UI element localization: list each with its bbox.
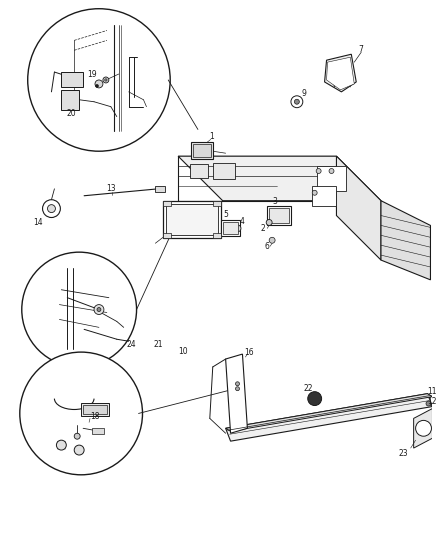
Text: 24: 24 — [127, 340, 136, 349]
Text: 1: 1 — [209, 132, 214, 141]
Text: 10: 10 — [178, 346, 188, 356]
Polygon shape — [178, 156, 336, 201]
Circle shape — [28, 9, 170, 151]
Bar — [61, 72, 83, 87]
Bar — [163, 201, 171, 206]
Circle shape — [42, 200, 60, 217]
Polygon shape — [225, 354, 247, 433]
Text: 16: 16 — [245, 348, 254, 357]
Bar — [61, 90, 79, 110]
Circle shape — [48, 205, 55, 213]
Text: 14: 14 — [33, 218, 42, 227]
Bar — [193, 144, 211, 157]
Circle shape — [426, 401, 431, 406]
Circle shape — [95, 80, 103, 88]
Circle shape — [22, 252, 136, 367]
Circle shape — [266, 220, 272, 225]
Text: 23: 23 — [399, 449, 409, 457]
Bar — [83, 405, 107, 415]
Bar — [213, 233, 221, 238]
Bar — [221, 221, 240, 236]
Bar — [213, 163, 235, 179]
Text: 12: 12 — [427, 397, 437, 406]
Text: 13: 13 — [106, 184, 116, 193]
Bar — [312, 186, 336, 206]
Circle shape — [416, 421, 431, 436]
Circle shape — [97, 308, 101, 311]
Bar — [163, 233, 171, 238]
Circle shape — [74, 433, 80, 439]
Circle shape — [20, 352, 142, 475]
Circle shape — [103, 77, 109, 83]
Circle shape — [56, 440, 66, 450]
Polygon shape — [381, 201, 430, 280]
Circle shape — [291, 96, 303, 108]
Polygon shape — [336, 156, 381, 260]
Circle shape — [74, 445, 84, 455]
Text: 20: 20 — [66, 109, 76, 118]
Bar — [317, 166, 347, 191]
Text: 3: 3 — [273, 197, 277, 206]
Bar — [190, 164, 208, 178]
Circle shape — [312, 190, 317, 195]
Text: 7: 7 — [359, 45, 364, 54]
Polygon shape — [326, 57, 354, 90]
Polygon shape — [325, 54, 356, 92]
Polygon shape — [225, 394, 433, 441]
Circle shape — [308, 392, 322, 406]
Text: 11: 11 — [427, 387, 437, 396]
Circle shape — [316, 168, 321, 173]
Bar — [267, 206, 291, 225]
Circle shape — [94, 304, 104, 314]
Polygon shape — [414, 408, 433, 448]
Text: 22: 22 — [304, 384, 313, 393]
Text: 18: 18 — [90, 412, 100, 421]
Bar — [156, 186, 165, 192]
Bar — [92, 429, 104, 434]
Bar — [191, 142, 213, 159]
Circle shape — [96, 84, 98, 87]
Bar — [269, 208, 289, 223]
Bar — [166, 204, 218, 236]
Text: 4: 4 — [240, 217, 245, 226]
Circle shape — [236, 387, 239, 391]
Bar — [163, 201, 221, 238]
Circle shape — [236, 382, 239, 386]
Circle shape — [105, 79, 107, 81]
Bar — [213, 201, 221, 206]
Circle shape — [329, 168, 334, 173]
Polygon shape — [225, 394, 433, 431]
Bar — [81, 402, 109, 416]
Text: 9: 9 — [302, 90, 306, 98]
Polygon shape — [178, 156, 381, 201]
Text: 6: 6 — [265, 241, 270, 251]
Text: 21: 21 — [153, 340, 163, 349]
Text: 19: 19 — [87, 69, 97, 78]
Circle shape — [234, 225, 241, 232]
Bar — [223, 222, 239, 235]
Circle shape — [295, 99, 299, 104]
Circle shape — [269, 237, 275, 243]
Text: 2: 2 — [261, 224, 266, 233]
Text: 5: 5 — [223, 210, 228, 219]
